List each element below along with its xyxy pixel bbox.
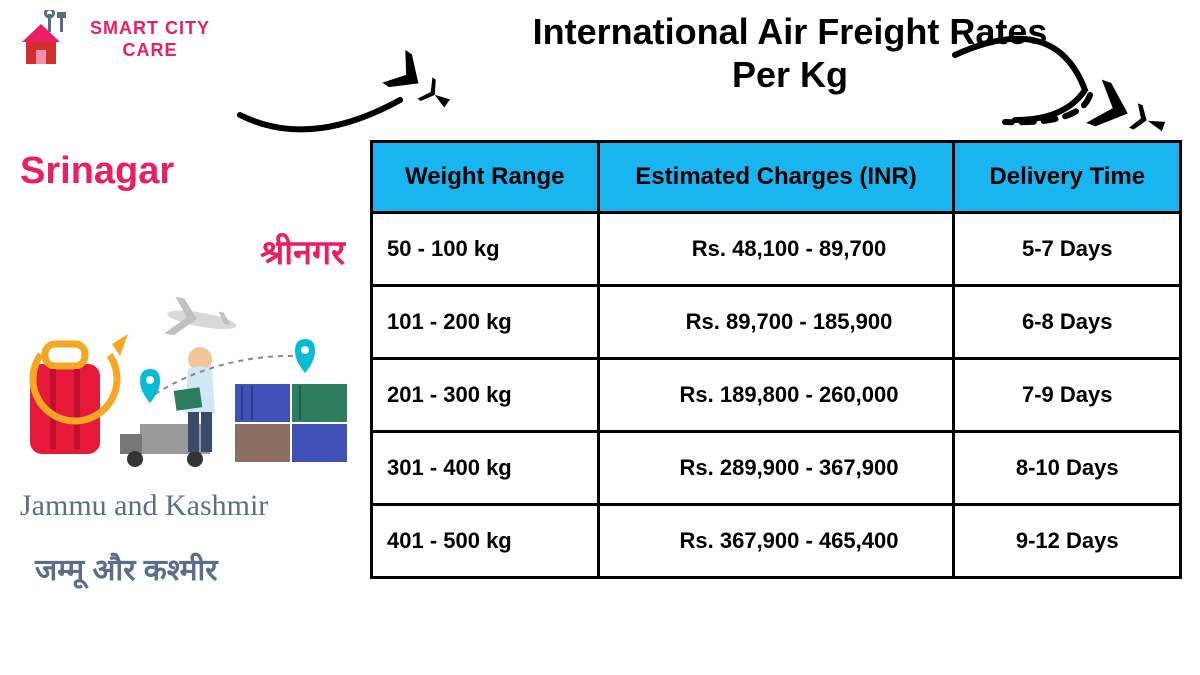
plane-swoosh-right-icon xyxy=(935,20,1195,140)
cell-weight: 301 - 400 kg xyxy=(372,432,599,505)
col-header-delivery: Delivery Time xyxy=(954,142,1181,213)
brand-logo: SMART CITY CARE xyxy=(20,10,210,70)
state-name-hi: जम्मू और कश्मीर xyxy=(35,548,355,589)
cell-weight: 401 - 500 kg xyxy=(372,505,599,578)
brand-line2: CARE xyxy=(90,40,210,62)
table-row: 101 - 200 kg Rs. 89,700 - 185,900 6-8 Da… xyxy=(372,286,1181,359)
cell-charges: Rs. 89,700 - 185,900 xyxy=(598,286,954,359)
cell-charges: Rs. 367,900 - 465,400 xyxy=(598,505,954,578)
col-header-charges: Estimated Charges (INR) xyxy=(598,142,954,213)
table-row: 301 - 400 kg Rs. 289,900 - 367,900 8-10 … xyxy=(372,432,1181,505)
location-panel: Srinagar श्रीनगर xyxy=(20,150,355,589)
cell-delivery: 8-10 Days xyxy=(954,432,1181,505)
table-header-row: Weight Range Estimated Charges (INR) Del… xyxy=(372,142,1181,213)
table-body: 50 - 100 kg Rs. 48,100 - 89,700 5-7 Days… xyxy=(372,213,1181,578)
cell-charges: Rs. 289,900 - 367,900 xyxy=(598,432,954,505)
freight-illustration-icon xyxy=(20,294,350,469)
state-name-en: Jammu and Kashmir xyxy=(20,489,355,523)
col-header-weight: Weight Range xyxy=(372,142,599,213)
brand-name: SMART CITY CARE xyxy=(90,18,210,61)
title-line2: Per Kg xyxy=(732,54,848,95)
cell-charges: Rs. 48,100 - 89,700 xyxy=(598,213,954,286)
cell-charges: Rs. 189,800 - 260,000 xyxy=(598,359,954,432)
cell-weight: 50 - 100 kg xyxy=(372,213,599,286)
cell-weight: 201 - 300 kg xyxy=(372,359,599,432)
house-tools-icon xyxy=(20,10,80,70)
table-row: 201 - 300 kg Rs. 189,800 - 260,000 7-9 D… xyxy=(372,359,1181,432)
table-row: 401 - 500 kg Rs. 367,900 - 465,400 9-12 … xyxy=(372,505,1181,578)
cell-delivery: 7-9 Days xyxy=(954,359,1181,432)
table-row: 50 - 100 kg Rs. 48,100 - 89,700 5-7 Days xyxy=(372,213,1181,286)
cell-delivery: 5-7 Days xyxy=(954,213,1181,286)
cell-weight: 101 - 200 kg xyxy=(372,286,599,359)
cell-delivery: 6-8 Days xyxy=(954,286,1181,359)
brand-line1: SMART CITY xyxy=(90,18,210,40)
city-name-hi: श्रीनगर xyxy=(20,228,345,274)
city-name-en: Srinagar xyxy=(20,150,355,193)
freight-rates-table: Weight Range Estimated Charges (INR) Del… xyxy=(370,140,1182,579)
cell-delivery: 9-12 Days xyxy=(954,505,1181,578)
